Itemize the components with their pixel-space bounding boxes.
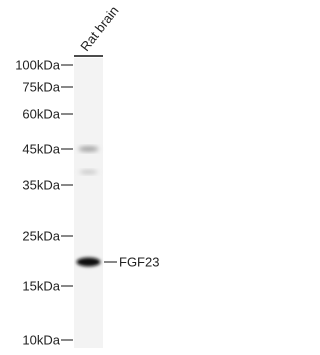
western-blot: Rat brain FGF23 100kDa 75kDa 60kDa 45kDa 35k… — [15, 3, 159, 348]
marker-label: 100kDa — [15, 57, 61, 72]
marker-label: 60kDa — [22, 106, 60, 121]
band — [76, 257, 101, 267]
marker-label: 75kDa — [22, 79, 60, 94]
lane — [74, 58, 103, 348]
faint-band — [79, 170, 98, 174]
marker-label: 10kDa — [22, 332, 60, 347]
marker-label: 15kDa — [22, 278, 60, 293]
lane-label: Rat brain — [77, 3, 121, 54]
marker-label: 35kDa — [22, 177, 60, 192]
faint-band — [78, 146, 99, 152]
marker-label: 25kDa — [22, 228, 60, 243]
marker-label: 45kDa — [22, 141, 60, 156]
band-label: FGF23 — [119, 254, 159, 269]
